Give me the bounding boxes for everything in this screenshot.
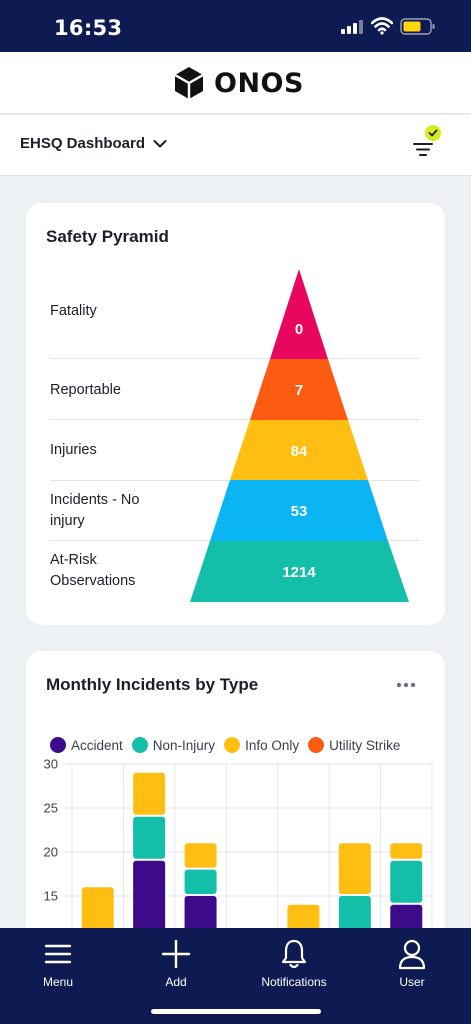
nav-item-notifications[interactable]: Notifications [249,938,339,989]
chart-legend: Accident Non-Injury Info Only Utility St… [50,737,409,753]
more-horizontal-icon[interactable] [394,679,418,691]
pyramid-tier-at-risk-observations[interactable] [190,541,409,602]
bar-segment-info-only[interactable] [390,843,423,859]
tier-value-fatality: 0 [295,321,303,338]
bar-segment-info-only[interactable] [338,843,371,894]
chart-grid [64,763,433,951]
nav-label: Add [165,975,187,989]
bar-segment-info-only[interactable] [133,772,166,815]
legend-item-non-injury[interactable]: Non-Injury [131,737,216,753]
safety-pyramid-chart: 0 7 84 53 1214 [190,269,409,602]
pyramid-tier-incidents-no-injury[interactable] [210,480,388,541]
tier-value-injuries: 84 [291,443,308,460]
pyramid-tier-injuries[interactable] [230,420,368,480]
legend-label: Info Only [245,737,300,753]
divider [50,358,420,359]
bar-segment-non-injury[interactable] [390,860,423,903]
legend-dot [131,737,148,753]
logo-text: ONOS [214,67,304,99]
status-bar: 16:53 [0,0,471,52]
check-icon [425,125,441,141]
pyramid-tier-fatality[interactable] [270,269,328,359]
tier-label-incidents-no-injury: Incidents - No injury [50,492,140,529]
hexagon-cube-logo-icon [174,67,204,99]
y-tick-label: 30 [44,757,58,772]
bottom-nav: Menu Add Notifications User [0,928,471,1024]
app-header: ONOS [0,52,471,114]
legend-item-info-only[interactable]: Info Only [224,737,299,753]
nav-item-add[interactable]: Add [131,938,221,989]
tier-label-injuries: Injuries [50,442,97,458]
safety-pyramid-card: Safety Pyramid Fatality Reportable Injur… [26,203,445,625]
y-tick-label: 20 [44,845,58,860]
legend-dot [50,737,66,753]
wifi-icon [371,17,393,35]
monthly-incidents-card: Monthly Incidents by Type Accident Non-I… [26,651,445,951]
dashboard-title: EHSQ Dashboard [20,135,146,152]
legend-dot [224,737,241,753]
nav-item-user[interactable]: User [367,938,457,989]
chevron-down-icon [153,139,167,147]
tier-value-reportable: 7 [295,382,303,399]
dashboard-bar: EHSQ Dashboard [0,115,471,176]
y-tick-label: 15 [44,889,58,904]
tier-label-reportable: Reportable [50,382,121,398]
tier-label-at-risk-observations: At-Risk Observations [50,552,136,589]
nav-label: Notifications [261,975,327,989]
bar-segment-non-injury[interactable] [184,869,217,894]
nav-label: Menu [42,975,74,989]
monthly-incidents-title: Monthly Incidents by Type [46,675,259,694]
menu-icon [44,944,72,964]
bar-segment-non-injury[interactable] [133,816,166,859]
legend-item-utility-strike[interactable]: Utility Strike [308,737,400,753]
status-time: 16:53 [54,16,123,40]
monthly-incidents-chart: 30 25 20 15 [44,757,433,951]
tier-value-incidents-no-injury: 53 [291,503,308,520]
bar-segment-accident[interactable] [133,860,166,949]
legend-label: Utility Strike [329,737,401,753]
divider [50,419,420,420]
safety-pyramid-title: Safety Pyramid [46,227,169,246]
tier-value-at-risk-observations: 1214 [282,564,316,581]
tier-label-fatality: Fatality [50,303,97,319]
legend-dot [308,737,325,753]
pyramid-tier-reportable[interactable] [250,359,348,420]
y-tick-label: 25 [44,801,58,816]
home-indicator [151,1009,321,1014]
legend-label: Accident [71,737,123,753]
nav-label: User [399,975,425,989]
plus-icon [161,939,191,969]
user-icon [398,939,426,970]
dashboard-dropdown[interactable]: EHSQ Dashboard [20,135,167,152]
bar-segment-info-only[interactable] [184,843,217,868]
legend-label: Non-Injury [152,737,216,753]
bell-icon [281,939,307,969]
nav-item-menu[interactable]: Menu [13,938,103,989]
app-logo: ONOS [173,65,304,101]
filter-button[interactable] [408,125,448,165]
signal-icon [341,20,363,34]
battery-icon [400,18,435,35]
filter-icon [413,143,433,156]
legend-item-accident[interactable]: Accident [50,737,123,753]
